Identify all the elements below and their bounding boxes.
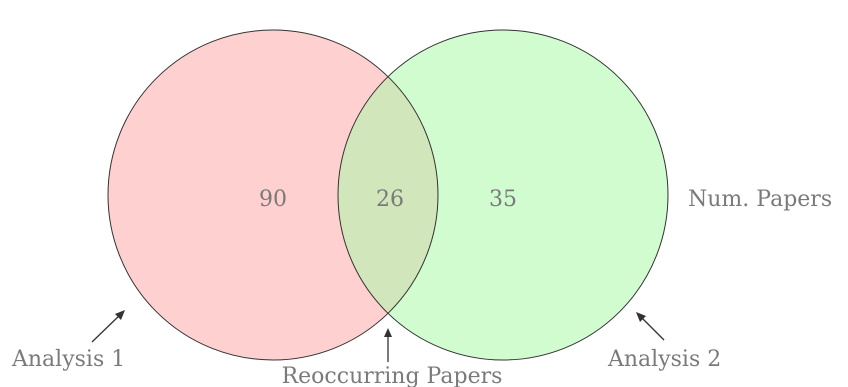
- caption-intersection: Reoccurring Papers: [282, 364, 503, 387]
- count-analysis-2-only: 35: [489, 187, 517, 212]
- count-analysis-1-only: 90: [259, 187, 287, 212]
- legend-label: Num. Papers: [688, 187, 832, 212]
- set-outline-analysis-2: [337, 29, 669, 361]
- set-circle-analysis-1: [108, 30, 438, 360]
- arrow-intersection: [384, 328, 392, 362]
- arrow-analysis-1: [91, 310, 125, 343]
- set-circle-analysis-2: [338, 30, 668, 360]
- caption-analysis-2: Analysis 2: [607, 347, 721, 372]
- set-outline-analysis-1: [107, 29, 439, 361]
- caption-analysis-1: Analysis 1: [11, 347, 125, 372]
- arrow-analysis-2: [636, 312, 665, 341]
- count-intersection: 26: [376, 187, 404, 212]
